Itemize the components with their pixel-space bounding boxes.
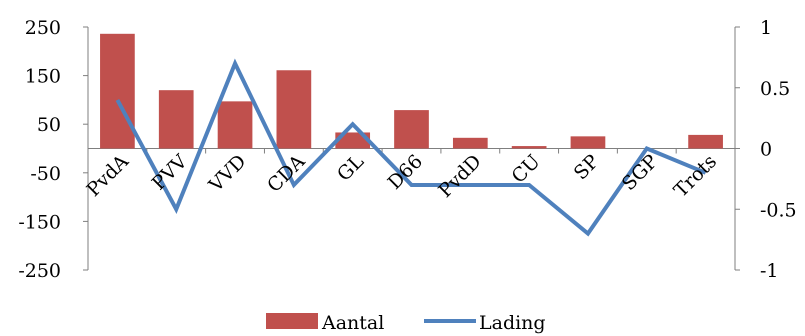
right-axis-ticks: 1 0.5 0 -0.5 -1 <box>735 17 797 282</box>
left-tick-label: 250 <box>25 17 61 39</box>
bar-pvv <box>158 90 194 149</box>
line-series-lading <box>115 58 707 237</box>
category-label-sp: SP <box>570 150 604 184</box>
legend-label-aantal: Aantal <box>321 312 384 334</box>
bar-sp <box>570 136 606 149</box>
category-label-sgp: SGP <box>618 150 663 195</box>
category-label-pvdd: PvdD <box>434 150 486 202</box>
category-label-gl: GL <box>333 150 368 185</box>
left-tick-label: -50 <box>30 163 61 185</box>
bar-pvda <box>100 33 135 149</box>
category-labels: PvdA PVV VVD CDA GL D66 PvdD CU SP SGP Trots <box>82 150 721 202</box>
category-label-d66: D66 <box>384 150 427 193</box>
bar-cu <box>511 146 547 149</box>
left-tick-label: 50 <box>37 114 61 136</box>
bar-vvd <box>217 101 253 149</box>
category-label-pvda: PvdA <box>82 150 133 201</box>
legend-swatch-aantal <box>266 313 318 329</box>
right-tick-label: 1 <box>760 17 772 39</box>
left-tick-label: -250 <box>18 260 61 282</box>
left-axis-ticks: 250 150 50 -50 -150 -250 <box>18 17 88 282</box>
right-tick-label: -0.5 <box>760 199 797 221</box>
category-label-vvd: VVD <box>204 150 250 196</box>
category-label-trots: Trots <box>670 150 721 201</box>
right-tick-label: 0.5 <box>760 78 790 100</box>
bar-series-aantal <box>100 33 723 149</box>
legend-label-lading: Lading <box>479 312 546 334</box>
legend: Aantal Lading <box>266 312 546 334</box>
category-label-cu: CU <box>508 150 545 187</box>
right-tick-label: -1 <box>760 260 779 282</box>
bar-pvdd <box>452 137 488 149</box>
left-tick-label: -150 <box>18 211 61 233</box>
right-tick-label: 0 <box>760 139 772 161</box>
bar-d66 <box>394 110 429 149</box>
left-tick-label: 150 <box>25 66 61 88</box>
bar-gl <box>335 132 371 149</box>
bar-trots <box>688 134 723 149</box>
bar-cda <box>276 70 312 149</box>
